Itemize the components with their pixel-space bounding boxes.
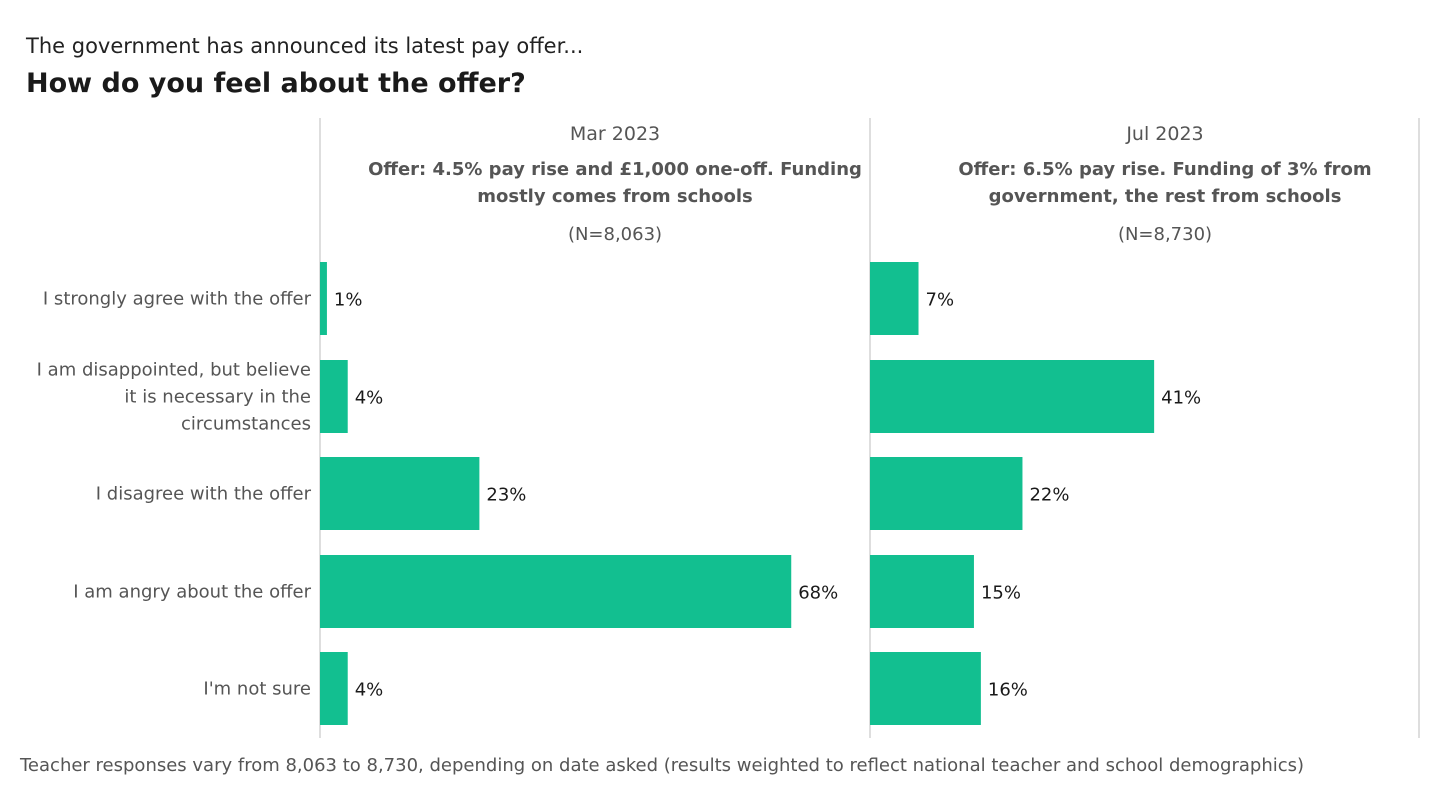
bar bbox=[870, 360, 1155, 433]
bar bbox=[870, 652, 981, 725]
chart-title: How do you feel about the offer? bbox=[26, 68, 526, 99]
category-label: it is necessary in the bbox=[124, 387, 311, 408]
bar bbox=[320, 262, 327, 335]
panel-sample-size: (N=8,063) bbox=[568, 224, 662, 245]
bar bbox=[320, 360, 348, 433]
data-label: 16% bbox=[988, 680, 1028, 701]
chart-panels: Mar 2023 Offer: 4.5% pay rise and £1,000 … bbox=[319, 118, 1420, 738]
data-label: 4% bbox=[355, 680, 384, 701]
data-label: 22% bbox=[1029, 485, 1069, 506]
footnote: Teacher responses vary from 8,063 to 8,7… bbox=[19, 755, 1304, 776]
category-label: I'm not sure bbox=[203, 679, 311, 700]
bar bbox=[870, 555, 974, 628]
panel-2: Jul 2023 Offer: 6.5% pay rise. Funding of… bbox=[870, 123, 1372, 725]
category-label: I strongly agree with the offer bbox=[43, 289, 312, 310]
data-label: 1% bbox=[334, 290, 363, 311]
panel-offer-text: Offer: 4.5% pay rise and £1,000 one-off.… bbox=[368, 159, 862, 180]
category-label: I disagree with the offer bbox=[96, 484, 312, 505]
panel-sample-size: (N=8,730) bbox=[1118, 224, 1212, 245]
category-label: circumstances bbox=[181, 414, 311, 435]
category-label: I am angry about the offer bbox=[73, 582, 311, 603]
bar bbox=[320, 652, 348, 725]
data-label: 68% bbox=[798, 583, 838, 604]
chart-subtitle: The government has announced its latest … bbox=[25, 34, 583, 58]
panel-1: Mar 2023 Offer: 4.5% pay rise and £1,000 … bbox=[320, 123, 862, 725]
data-label: 7% bbox=[926, 290, 955, 311]
data-label: 4% bbox=[355, 388, 384, 409]
panel-period: Jul 2023 bbox=[1125, 123, 1203, 145]
panel-offer-text: Offer: 6.5% pay rise. Funding of 3% from bbox=[958, 159, 1371, 180]
panel-offer-text: government, the rest from schools bbox=[989, 186, 1342, 207]
data-label: 41% bbox=[1161, 388, 1201, 409]
category-label: I am disappointed, but believe bbox=[37, 360, 311, 381]
bar bbox=[320, 457, 480, 530]
panel-period: Mar 2023 bbox=[570, 123, 660, 145]
bar bbox=[870, 262, 919, 335]
data-label: 15% bbox=[981, 583, 1021, 604]
bar bbox=[870, 457, 1023, 530]
panel-offer-text: mostly comes from schools bbox=[477, 186, 753, 207]
bar bbox=[320, 555, 792, 628]
category-labels: I strongly agree with the offer I am disa… bbox=[37, 289, 312, 700]
data-label: 23% bbox=[486, 485, 526, 506]
